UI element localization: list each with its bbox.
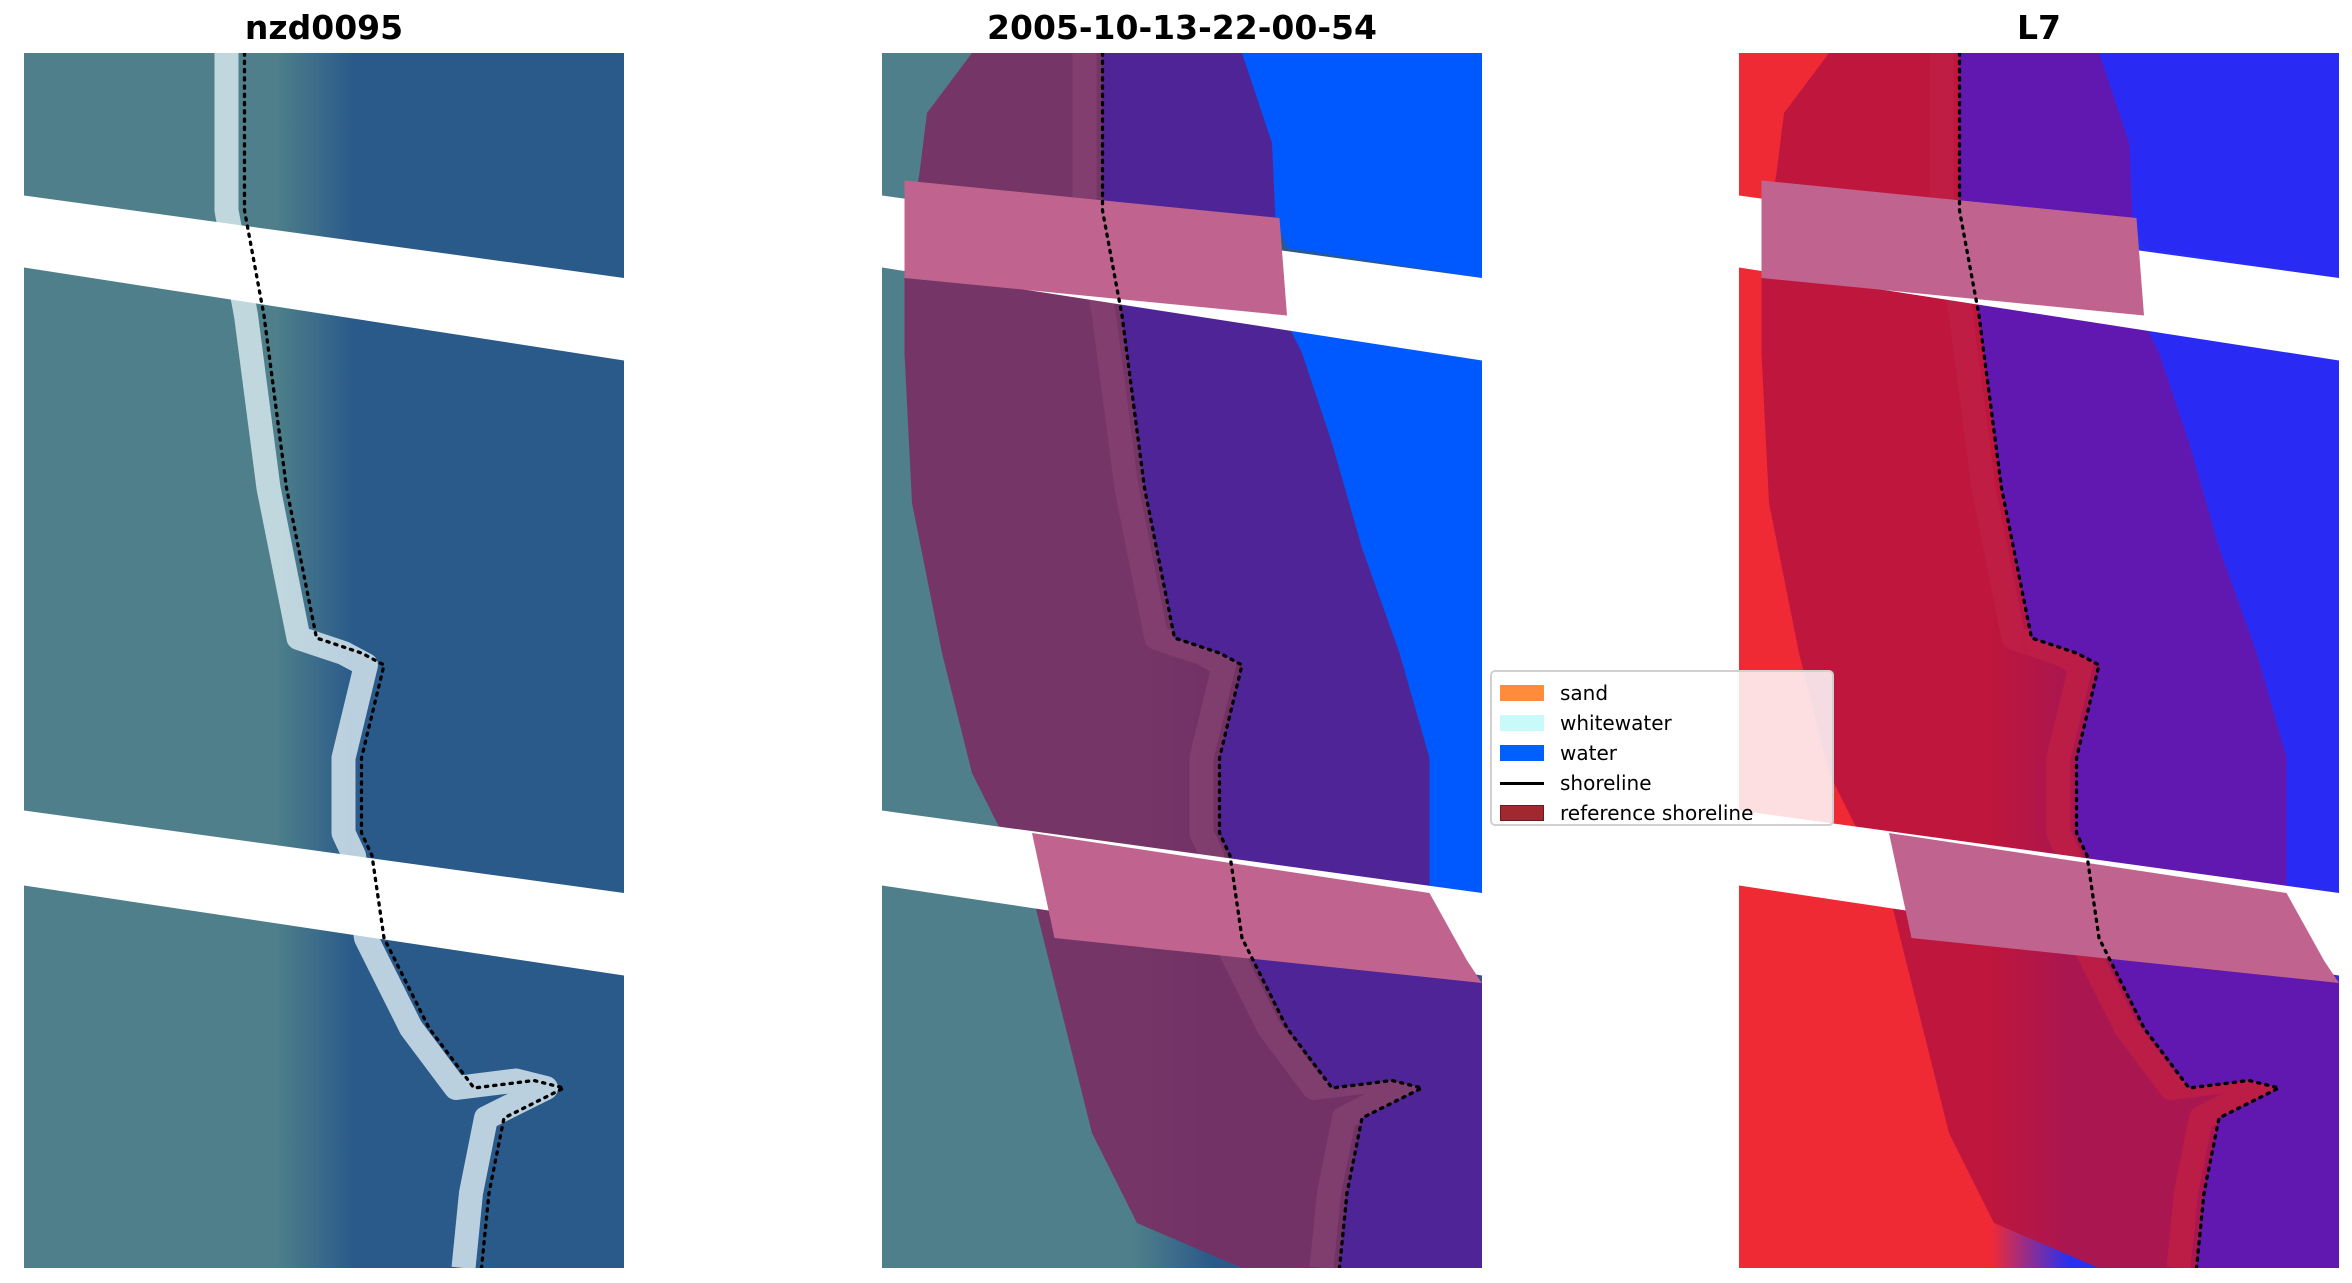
sand-swatch xyxy=(1500,685,1544,701)
reference-buffer-band xyxy=(1761,180,2144,316)
shoreline-line-swatch xyxy=(1500,781,1544,785)
legend-item-sand: sand xyxy=(1500,678,1824,708)
reference-buffer-band xyxy=(1032,833,1482,983)
legend-label: shoreline xyxy=(1560,771,1652,795)
reference-buffer-band xyxy=(904,180,1287,316)
water-swatch xyxy=(1500,745,1544,761)
panel-title-date: 2005-10-13-22-00-54 xyxy=(987,8,1377,47)
shoreline-dotted xyxy=(1957,53,2284,1268)
beach-strip xyxy=(214,53,558,1268)
whitewater-swatch xyxy=(1500,715,1544,731)
classified-image-panel xyxy=(882,53,1482,1268)
shoreline-dotted xyxy=(1100,53,1427,1268)
legend-label: reference shoreline xyxy=(1560,801,1754,825)
legend-label: sand xyxy=(1560,681,1609,705)
index-image-panel xyxy=(1739,53,2339,1268)
legend-item-water: water xyxy=(1500,738,1824,768)
legend: sand whitewater water shoreline referenc… xyxy=(1490,670,1834,826)
shoreline-dotted xyxy=(242,53,569,1268)
reference-shoreline-swatch xyxy=(1500,805,1544,821)
reference-buffer-band xyxy=(1889,833,2339,983)
panel-title-image: nzd0095 xyxy=(244,8,404,47)
rgb-image-panel xyxy=(24,53,624,1268)
legend-item-whitewater: whitewater xyxy=(1500,708,1824,738)
no-data-gap xyxy=(24,195,624,361)
no-data-gap xyxy=(24,810,624,976)
panel-title-satellite: L7 xyxy=(2017,8,2061,47)
legend-label: water xyxy=(1560,741,1617,765)
legend-item-reference-shoreline: reference shoreline xyxy=(1500,798,1824,828)
legend-item-shoreline: shoreline xyxy=(1500,768,1824,798)
legend-label: whitewater xyxy=(1560,711,1672,735)
